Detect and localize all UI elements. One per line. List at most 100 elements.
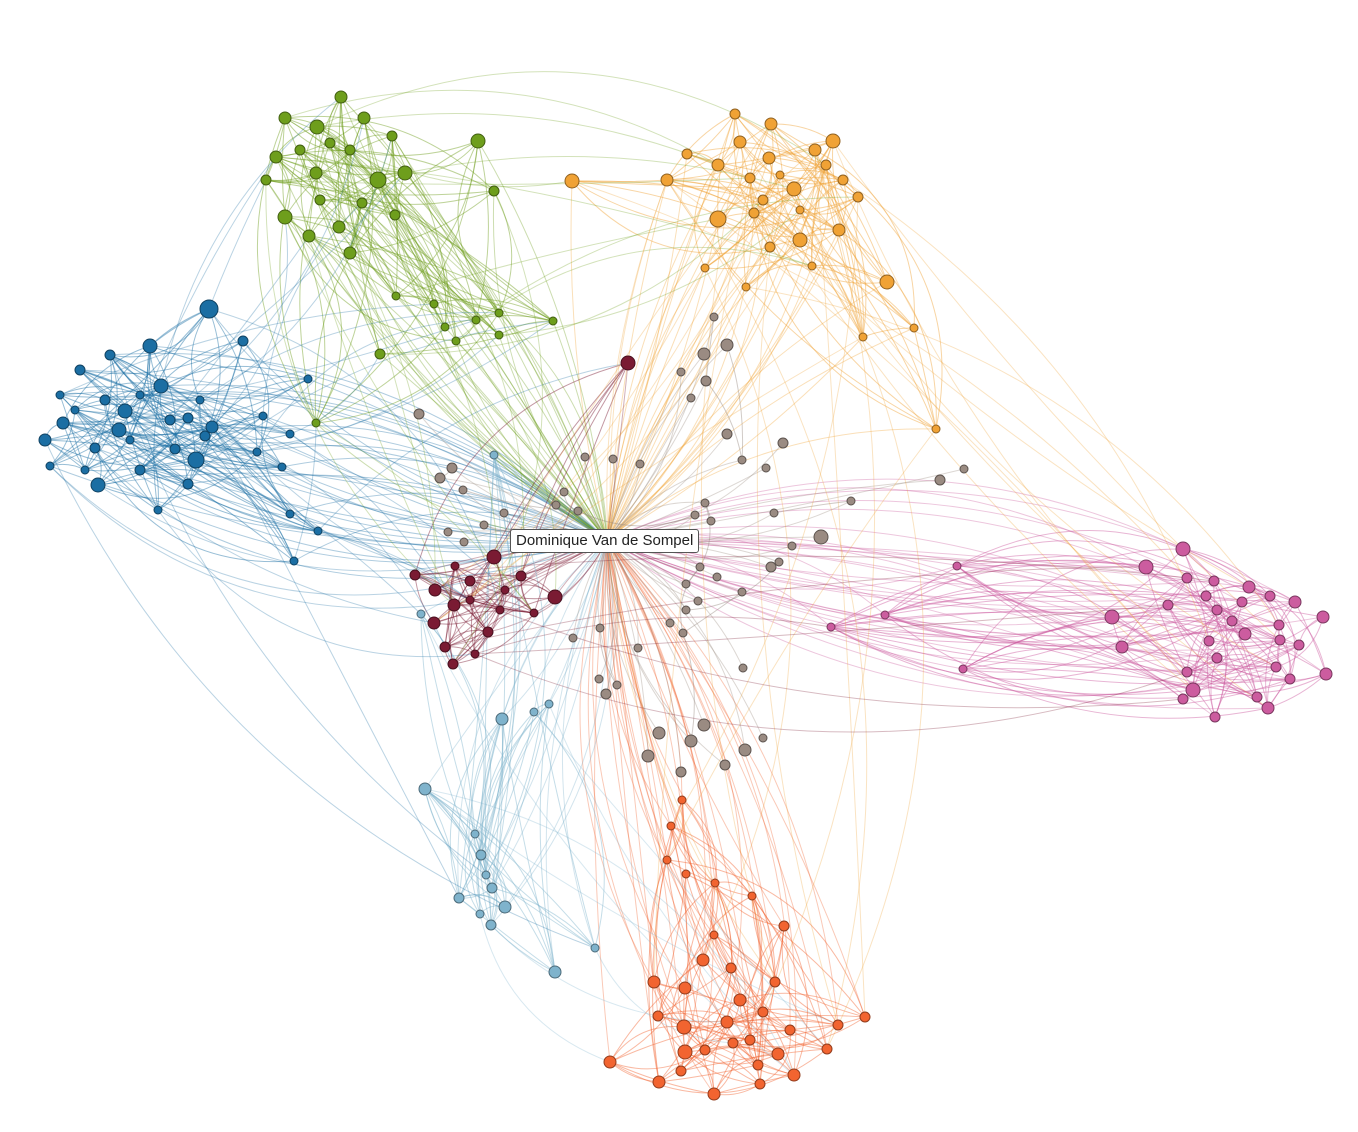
node-red[interactable] xyxy=(787,1068,801,1082)
node-blue[interactable] xyxy=(252,447,262,457)
node-red[interactable] xyxy=(752,1059,764,1071)
node-pink[interactable] xyxy=(1211,652,1223,664)
node-gray[interactable] xyxy=(761,463,771,473)
node-green[interactable] xyxy=(344,144,356,156)
node-orange[interactable] xyxy=(852,191,864,203)
node-lightblue[interactable] xyxy=(481,870,491,880)
node-pink[interactable] xyxy=(1284,673,1296,685)
node-green[interactable] xyxy=(357,111,371,125)
node-gray[interactable] xyxy=(846,496,856,506)
node-red[interactable] xyxy=(727,1037,739,1049)
node-orange[interactable] xyxy=(775,170,785,180)
node-green[interactable] xyxy=(324,137,336,149)
node-pink[interactable] xyxy=(1208,575,1220,587)
node-blue[interactable] xyxy=(135,390,145,400)
node-blue[interactable] xyxy=(125,435,135,445)
node-green[interactable] xyxy=(374,348,386,360)
node-pink[interactable] xyxy=(1177,693,1189,705)
node-blue[interactable] xyxy=(104,349,116,361)
node-orange[interactable] xyxy=(858,332,868,342)
node-orange[interactable] xyxy=(808,143,822,157)
node-green[interactable] xyxy=(302,229,316,243)
node-gray[interactable] xyxy=(681,579,691,589)
node-green[interactable] xyxy=(389,209,401,221)
node-orange[interactable] xyxy=(764,117,778,131)
node-orange[interactable] xyxy=(795,205,805,215)
node-red[interactable] xyxy=(725,962,737,974)
node-maroon[interactable] xyxy=(409,569,421,581)
node-gray[interactable] xyxy=(434,472,446,484)
node-maroon[interactable] xyxy=(620,355,636,371)
node-maroon[interactable] xyxy=(439,641,451,653)
node-gray[interactable] xyxy=(777,437,789,449)
node-maroon[interactable] xyxy=(427,616,441,630)
node-green[interactable] xyxy=(314,194,326,206)
node-orange[interactable] xyxy=(825,133,841,149)
node-gray[interactable] xyxy=(695,562,705,572)
node-orange[interactable] xyxy=(909,323,919,333)
node-gray[interactable] xyxy=(697,347,711,361)
node-gray[interactable] xyxy=(499,508,509,518)
node-gray[interactable] xyxy=(676,367,686,377)
node-gray[interactable] xyxy=(573,506,583,516)
node-blue[interactable] xyxy=(199,430,211,442)
node-green[interactable] xyxy=(332,220,346,234)
node-gray[interactable] xyxy=(681,605,691,615)
node-gray[interactable] xyxy=(686,393,696,403)
node-green[interactable] xyxy=(470,133,486,149)
node-green[interactable] xyxy=(488,185,500,197)
node-green[interactable] xyxy=(391,291,401,301)
node-lightblue[interactable] xyxy=(475,909,485,919)
node-pink[interactable] xyxy=(1138,559,1154,575)
node-pink[interactable] xyxy=(1238,627,1252,641)
node-pink[interactable] xyxy=(1209,711,1221,723)
node-green[interactable] xyxy=(451,336,461,346)
node-orange[interactable] xyxy=(832,223,846,237)
node-green[interactable] xyxy=(494,330,504,340)
node-green[interactable] xyxy=(269,150,283,164)
node-blue[interactable] xyxy=(164,414,176,426)
node-gray[interactable] xyxy=(959,464,969,474)
node-blue[interactable] xyxy=(285,429,295,439)
node-gray[interactable] xyxy=(706,516,716,526)
node-red[interactable] xyxy=(778,920,790,932)
node-gray[interactable] xyxy=(712,572,722,582)
node-blue[interactable] xyxy=(277,462,287,472)
node-green[interactable] xyxy=(429,299,439,309)
node-green[interactable] xyxy=(311,418,321,428)
node-red[interactable] xyxy=(699,1044,711,1056)
node-maroon[interactable] xyxy=(482,626,494,638)
node-green[interactable] xyxy=(356,197,368,209)
node-orange[interactable] xyxy=(729,108,741,120)
node-blue[interactable] xyxy=(89,442,101,454)
node-gray[interactable] xyxy=(459,537,469,547)
node-pink[interactable] xyxy=(1211,604,1223,616)
node-orange[interactable] xyxy=(681,148,693,160)
node-red[interactable] xyxy=(652,1010,664,1022)
node-pink[interactable] xyxy=(1264,590,1276,602)
node-red[interactable] xyxy=(821,1043,833,1055)
node-red[interactable] xyxy=(747,891,757,901)
node-lightblue[interactable] xyxy=(548,965,562,979)
node-orange[interactable] xyxy=(820,159,832,171)
node-blue[interactable] xyxy=(199,299,219,319)
node-blue[interactable] xyxy=(182,412,194,424)
node-pink[interactable] xyxy=(1236,596,1248,608)
node-maroon[interactable] xyxy=(547,589,563,605)
node-red[interactable] xyxy=(744,1034,756,1046)
node-blue[interactable] xyxy=(55,390,65,400)
node-blue[interactable] xyxy=(169,443,181,455)
node-red[interactable] xyxy=(754,1078,766,1090)
node-lightblue[interactable] xyxy=(590,943,600,953)
node-maroon[interactable] xyxy=(447,598,461,612)
node-green[interactable] xyxy=(294,144,306,156)
node-gray[interactable] xyxy=(774,557,784,567)
node-green[interactable] xyxy=(369,171,387,189)
node-orange[interactable] xyxy=(711,158,725,172)
node-red[interactable] xyxy=(757,1006,769,1018)
node-gray[interactable] xyxy=(738,663,748,673)
node-red[interactable] xyxy=(709,930,719,940)
node-orange[interactable] xyxy=(709,210,727,228)
node-red[interactable] xyxy=(603,1055,617,1069)
node-green[interactable] xyxy=(548,316,558,326)
